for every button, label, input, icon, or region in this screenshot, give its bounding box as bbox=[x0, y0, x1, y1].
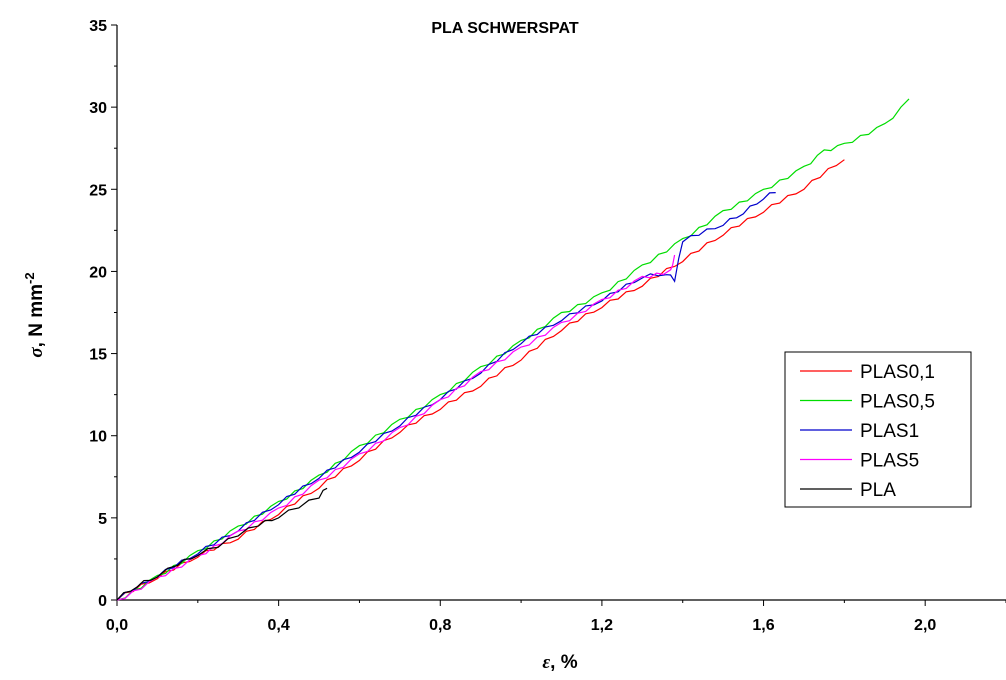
y-tick-label: 25 bbox=[89, 182, 107, 199]
y-tick-label: 30 bbox=[89, 100, 107, 117]
y-tick-label: 0 bbox=[98, 593, 107, 610]
series-layer bbox=[116, 98, 910, 601]
x-axis-unit: , % bbox=[550, 652, 578, 673]
series-line-pla bbox=[116, 487, 328, 601]
series-line-plas1 bbox=[116, 192, 776, 601]
x-tick-label: 0,4 bbox=[268, 617, 290, 634]
legend-label: PLAS0,5 bbox=[860, 392, 935, 413]
y-tick-label: 5 bbox=[98, 511, 107, 528]
legend: PLAS0,1 PLAS0,5 PLAS1 PLAS5 PLA bbox=[784, 351, 972, 508]
x-tick-label: 2,0 bbox=[914, 617, 936, 634]
y-axis-unit: , N mm bbox=[26, 284, 47, 347]
series-line-plas0-1 bbox=[116, 159, 845, 601]
x-tick-label: 0,0 bbox=[106, 617, 128, 634]
chart-title: PLA SCHWERSPAT bbox=[431, 20, 578, 37]
y-axis-symbol: σ bbox=[26, 347, 47, 358]
x-axis-symbol: ε bbox=[542, 652, 550, 673]
x-tick-label: 1,6 bbox=[752, 617, 774, 634]
legend-label: PLA bbox=[860, 480, 896, 501]
y-tick-label: 10 bbox=[89, 429, 107, 446]
legend-label: PLAS0,1 bbox=[860, 362, 935, 383]
axes: 0 5 10 15 20 25 30 35 0,0 0,4 0,8 1,2 1,6 2,0 bbox=[89, 18, 1006, 634]
y-tick-label: 15 bbox=[89, 347, 107, 364]
y-tick-label: 20 bbox=[89, 264, 107, 281]
x-axis-label: ε, % bbox=[542, 652, 577, 673]
x-tick-label: 1,2 bbox=[591, 617, 613, 634]
series-line-plas5 bbox=[116, 254, 676, 601]
legend-label: PLAS1 bbox=[860, 421, 919, 442]
y-axis-label: σ, N mm-2 bbox=[22, 272, 47, 357]
y-tick-label: 35 bbox=[89, 18, 107, 35]
x-tick-label: 0,8 bbox=[429, 617, 451, 634]
series-line-plas0-5 bbox=[116, 98, 910, 601]
y-axis-unit-exponent: -2 bbox=[22, 272, 37, 284]
legend-label: PLAS5 bbox=[860, 451, 919, 472]
